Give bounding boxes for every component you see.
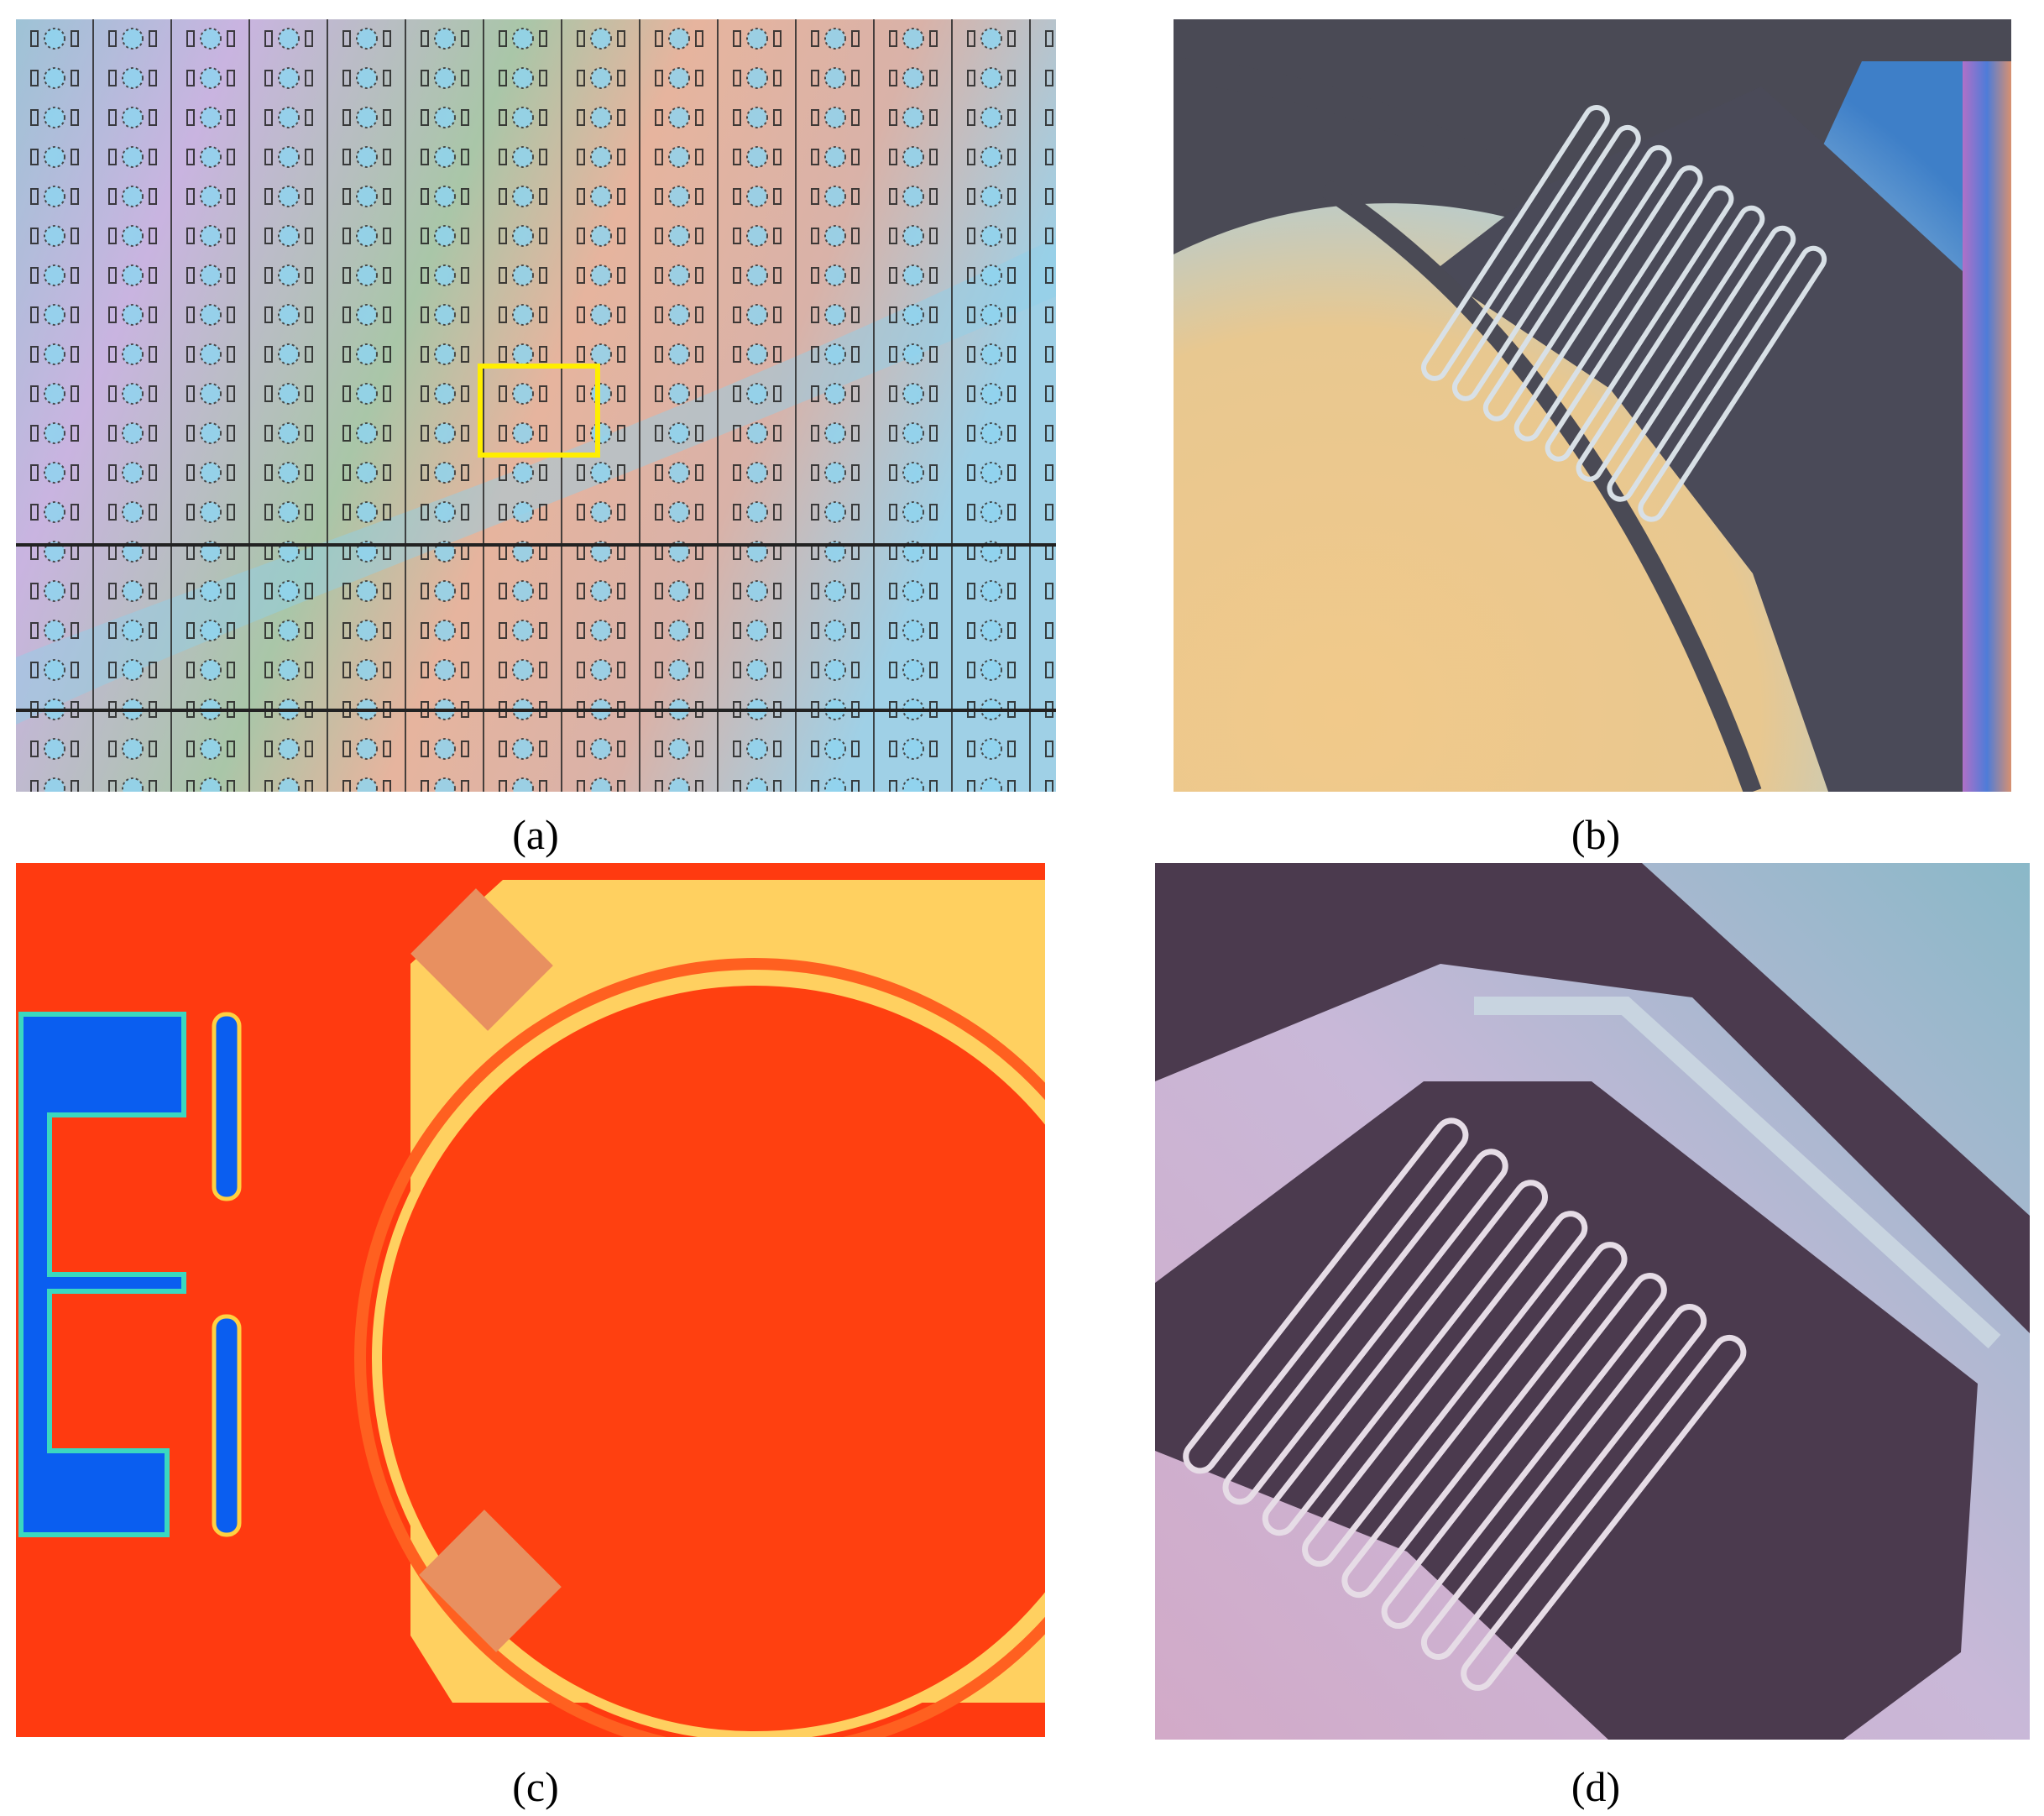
- panel-d-image: [1155, 863, 2030, 1740]
- panel-label: (d): [1571, 1763, 1621, 1810]
- panel-c-image: [16, 863, 1045, 1737]
- panel-b-image: [1174, 19, 2011, 792]
- panel-label: (a): [512, 811, 559, 858]
- panel-a-image: [16, 19, 1056, 792]
- panel-label: (b): [1571, 811, 1621, 858]
- panel-label: (c): [512, 1763, 559, 1810]
